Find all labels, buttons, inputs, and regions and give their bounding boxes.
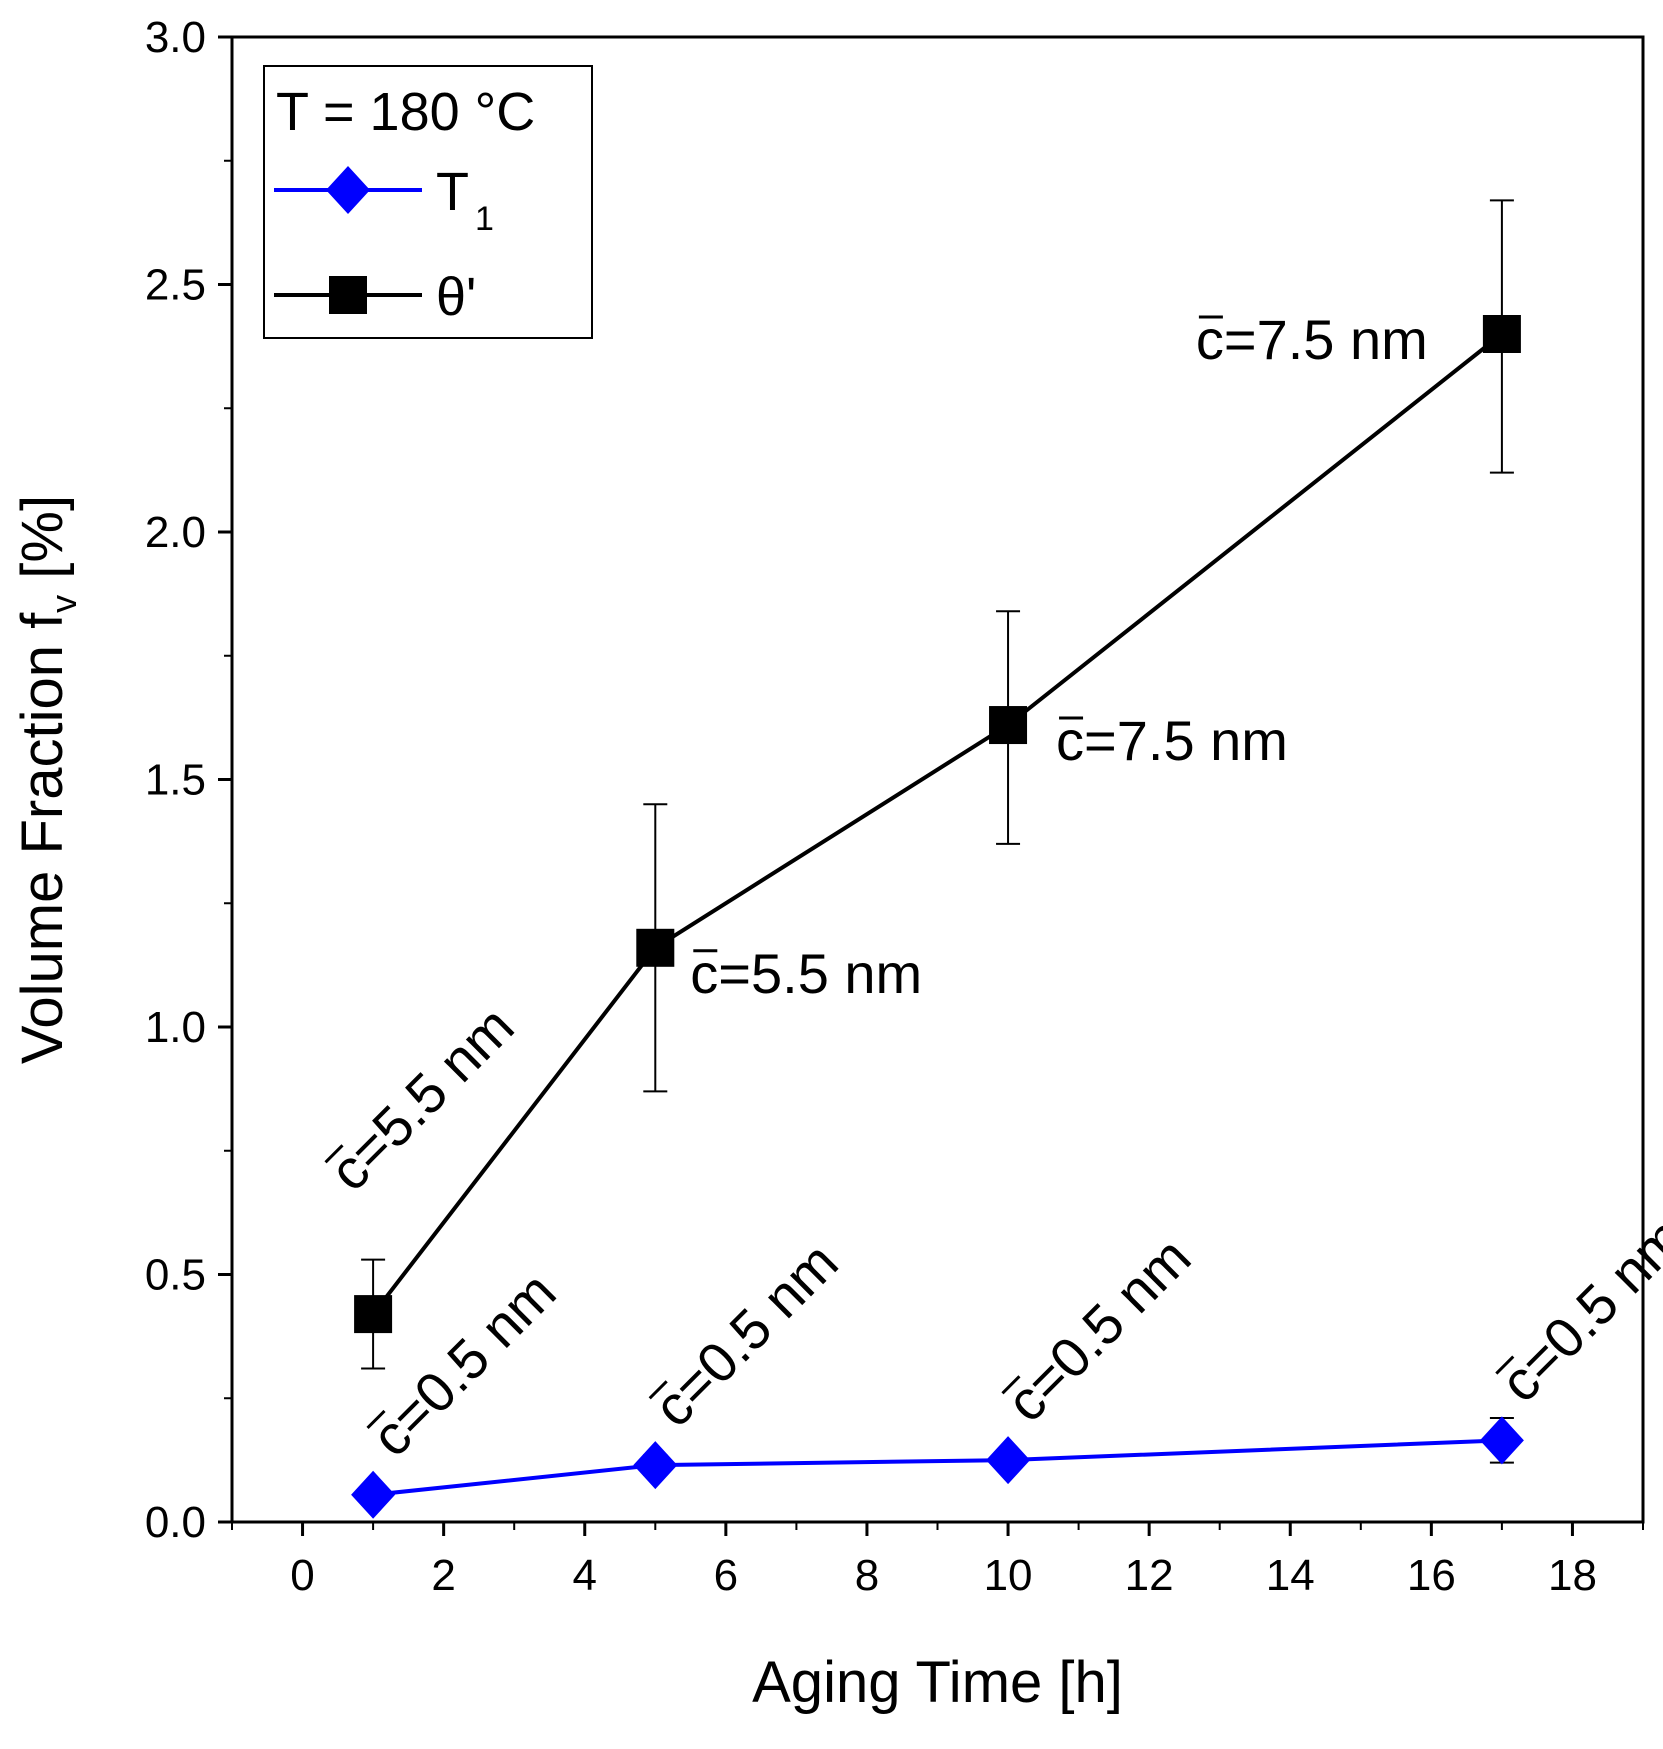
legend-label-subscript: 1 bbox=[475, 200, 494, 238]
legend-label-main: θ' bbox=[436, 267, 476, 327]
y-tick-label: 2.0 bbox=[145, 508, 206, 557]
x-tick-label: 14 bbox=[1266, 1551, 1315, 1600]
legend-marker bbox=[326, 166, 370, 214]
data-point bbox=[989, 706, 1028, 745]
series-line bbox=[372, 1438, 1502, 1497]
y-axis-title-unit: [%] bbox=[10, 495, 75, 595]
annotation-text: c=7.5 nm bbox=[1196, 308, 1428, 371]
data-point bbox=[354, 1295, 393, 1334]
legend: T = 180 °C T 1 θ' bbox=[263, 65, 593, 339]
y-axis-title-subscript: v bbox=[43, 595, 84, 613]
y-tick-label: 1.5 bbox=[145, 756, 206, 805]
overline-mark bbox=[648, 1380, 668, 1400]
y-axis-title: Volume Fraction fv [%] bbox=[10, 495, 84, 1064]
legend-label-main: T bbox=[436, 162, 469, 222]
data-point bbox=[1482, 315, 1521, 353]
x-tick-label: 0 bbox=[290, 1551, 314, 1600]
series-theta-prime bbox=[354, 199, 1521, 1370]
overline-mark bbox=[324, 1144, 344, 1164]
x-axis-title: Aging Time [h] bbox=[752, 1650, 1123, 1715]
data-point bbox=[986, 1436, 1031, 1485]
data-point bbox=[1479, 1416, 1524, 1465]
overline-mark bbox=[1001, 1375, 1021, 1395]
x-tick-label: 2 bbox=[431, 1551, 455, 1600]
series-t1 bbox=[351, 1416, 1524, 1519]
annotation-text: c=7.5 nm bbox=[1056, 709, 1288, 772]
size-annotation: c=7.5 nm bbox=[1056, 709, 1288, 772]
annotation-text: c=5.5 nm bbox=[690, 942, 922, 1005]
size-annotation: c=5.5 nm bbox=[690, 942, 922, 1005]
legend-entries: T 1 θ' bbox=[274, 162, 494, 327]
y-tick-label: 1.0 bbox=[145, 1003, 206, 1052]
x-tick-label: 16 bbox=[1407, 1551, 1456, 1600]
x-tick-label: 8 bbox=[855, 1551, 879, 1600]
legend-title: T = 180 °C bbox=[276, 82, 535, 142]
x-tick-label: 10 bbox=[984, 1551, 1033, 1600]
x-tick-label: 12 bbox=[1125, 1551, 1174, 1600]
overline-mark bbox=[366, 1409, 386, 1430]
y-tick-label: 0.5 bbox=[145, 1251, 206, 1300]
legend-marker bbox=[329, 276, 367, 314]
series-layer bbox=[351, 199, 1524, 1519]
legend-box bbox=[263, 65, 593, 339]
y-tick-label: 2.5 bbox=[145, 261, 206, 310]
plot-frame bbox=[230, 35, 1645, 1524]
data-point bbox=[351, 1470, 396, 1519]
y-axis-title-main: Volume Fraction f bbox=[10, 612, 75, 1064]
x-tick-labels: 0 2 4 6 8 10 12 14 16 18 bbox=[290, 1551, 1597, 1600]
legend-entry: θ' bbox=[274, 267, 476, 327]
series-line bbox=[371, 332, 1504, 1316]
y-tick-label: 3.0 bbox=[145, 13, 206, 62]
data-point bbox=[633, 1441, 678, 1490]
data-point bbox=[636, 928, 675, 967]
x-tick-label: 18 bbox=[1548, 1551, 1597, 1600]
y-tick-labels: 0.0 0.5 1.0 1.5 2.0 2.5 3.0 bbox=[145, 13, 206, 1547]
overline-mark bbox=[1495, 1355, 1515, 1375]
size-annotation: c=7.5 nm bbox=[1196, 308, 1428, 371]
y-tick-label: 0.0 bbox=[145, 1498, 206, 1547]
x-tick-label: 4 bbox=[573, 1551, 597, 1600]
legend-label: θ' bbox=[436, 267, 476, 327]
x-tick-label: 6 bbox=[714, 1551, 738, 1600]
